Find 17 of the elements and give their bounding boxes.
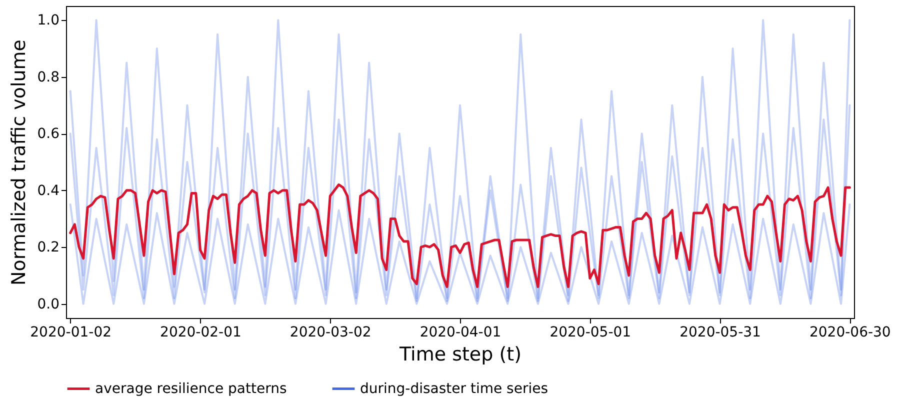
legend-label: during-disaster time series [360, 380, 548, 397]
y-tick-label: 0.4 [37, 182, 60, 199]
y-tick-label: 1.0 [37, 12, 60, 29]
y-tick-label: 0.6 [37, 126, 60, 142]
x-tick-label: 2020-04-01 [420, 324, 502, 340]
y-tick-label: 0.2 [37, 240, 60, 256]
x-tick-label: 2020-01-02 [30, 324, 112, 340]
x-tick-label: 2020-02-01 [160, 324, 242, 340]
legend-label: average resilience patterns [95, 380, 287, 397]
y-tick-label: 0.8 [37, 69, 60, 86]
x-tick-label: 2020-05-01 [550, 324, 632, 340]
y-tick-label: 0.0 [37, 296, 60, 312]
x-tick-label: 2020-06-30 [809, 324, 891, 340]
x-axis-title: Time step (t) [398, 344, 522, 366]
x-tick-label: 2020-05-31 [680, 324, 761, 340]
x-tick-label: 2020-03-02 [290, 324, 372, 340]
y-axis-title: Normalized traffic volume [8, 40, 30, 286]
